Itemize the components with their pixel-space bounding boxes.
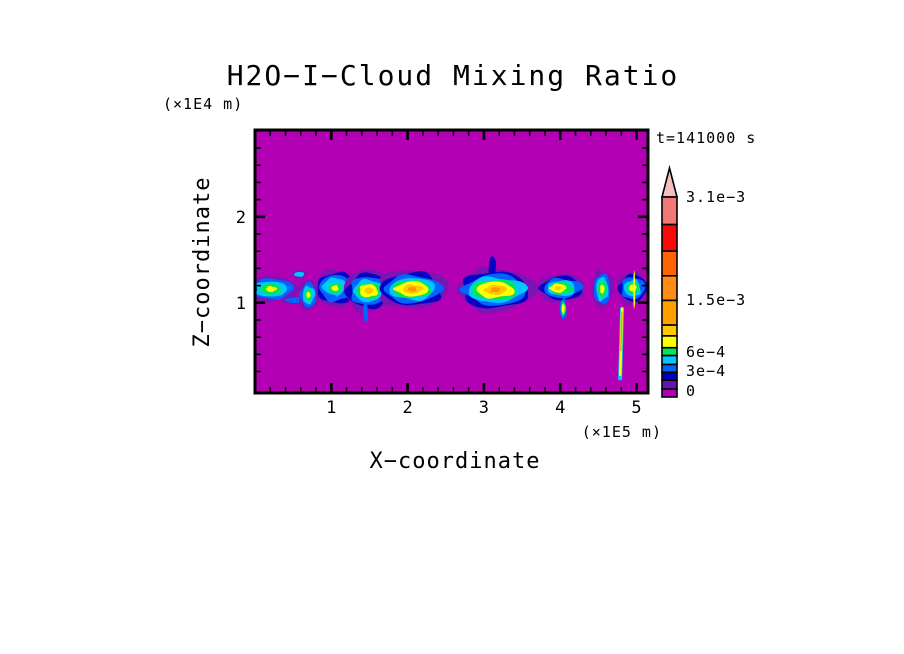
x-tick-label: 2 (402, 398, 412, 418)
cloud-blob (537, 274, 585, 320)
colorbar-segment (661, 371, 678, 382)
cloud-field (255, 256, 648, 381)
contour-layer-yellow (633, 270, 636, 310)
z-axis-label: Z−coordinate (190, 177, 215, 348)
z-tick-label: 2 (236, 208, 246, 228)
cloud-blob (379, 270, 449, 309)
x-tick-label: 1 (326, 398, 336, 418)
contour-layer-orange (490, 287, 501, 293)
field-background (255, 130, 648, 393)
cloud-blob (291, 270, 308, 279)
contour-layer-blue (284, 297, 304, 304)
x-tick-label: 5 (631, 398, 641, 418)
colorbar-segment (661, 250, 678, 277)
tick-labels: 1 2 3 4 5 1 2 (236, 208, 642, 418)
colorbar-segment (661, 354, 678, 366)
z-tick-label: 1 (236, 294, 246, 314)
contour-layer-gold (554, 286, 562, 291)
colorbar-segment (661, 324, 678, 337)
contour-layer-yellow (600, 284, 605, 294)
colorbar-label: 1.5e−3 (686, 291, 746, 309)
colorbar-segment (661, 379, 678, 390)
contour-layer-blue (362, 299, 369, 322)
x-axis-label: X−coordinate (370, 449, 541, 474)
z-axis-units-label: (×1E4 m) (163, 95, 243, 113)
cloud-blob (255, 275, 299, 304)
x-tick-label: 4 (555, 398, 565, 418)
colorbar-label: 3e−4 (686, 362, 726, 380)
x-tick-label: 3 (479, 398, 489, 418)
time-annotation: t=141000 s (656, 129, 756, 147)
colorbar-label: 0 (686, 382, 696, 400)
cloud-blob (592, 269, 615, 309)
contour-layer-yellow (306, 291, 311, 299)
colorbar-label: 6e−4 (686, 343, 726, 361)
contour-layer-yellow (561, 303, 565, 315)
cloud-blob (455, 256, 539, 314)
colorbar-segment (661, 346, 678, 357)
contour-layer-orange (408, 286, 417, 292)
contour-layer-cyan (294, 271, 305, 278)
colorbar: 3.1e−3 1.5e−3 6e−43e−4 0 (660, 164, 746, 400)
contour-layer-gold (363, 287, 374, 295)
colorbar-segment (661, 335, 678, 349)
colorbar-label: 3.1e−3 (686, 188, 746, 206)
plot-border (253, 128, 650, 395)
colorbar-segment (661, 223, 678, 252)
plot-title: H2O−I−Cloud Mixing Ratio (227, 59, 680, 92)
cloud-blob (343, 269, 395, 322)
plot-area: 1 2 3 4 5 1 2 (236, 128, 650, 418)
cloud-blob (298, 279, 319, 312)
colorbar-segment (661, 363, 678, 374)
cloud-blob (617, 270, 648, 310)
colorbar-arrow (660, 164, 679, 198)
contour-layer-yellow (265, 285, 278, 292)
colorbar-segment (661, 388, 678, 398)
colorbar-segment (661, 196, 678, 226)
colorbar-segment (661, 275, 678, 302)
colorbar-segment (661, 299, 678, 326)
x-axis-units-label: (×1E5 m) (582, 423, 662, 441)
precip-streak (618, 306, 625, 381)
contour-layer-yellow (331, 284, 339, 292)
streak-orange (620, 311, 623, 352)
